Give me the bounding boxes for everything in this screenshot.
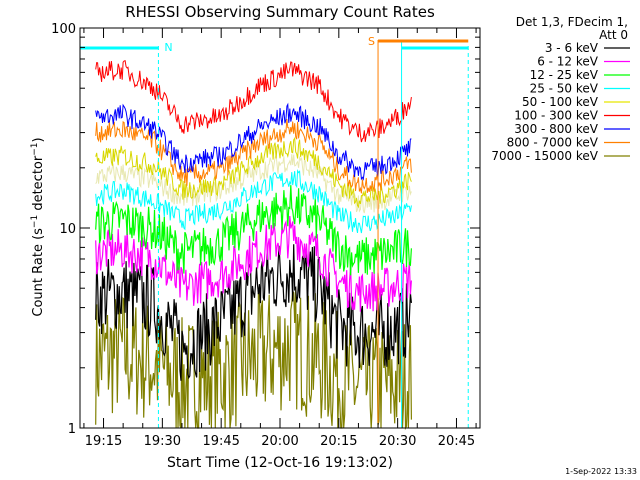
- annotation-n: N: [164, 41, 172, 54]
- axes: 19:15 19:30 19:45 20:00 20:15 20:30 20:45 1 10 10…: [51, 22, 481, 449]
- y-axis-label: Count Rate (s−1 detector−1): [30, 137, 46, 316]
- x-tick-label: 20:45: [438, 434, 475, 449]
- series-line-0: [95, 244, 412, 381]
- x-tick-label: 19:45: [202, 434, 239, 449]
- legend-label-3: 25 - 50 keV: [530, 82, 599, 96]
- y-axis-label-sup1: −1: [30, 215, 40, 228]
- series-line-6: [95, 102, 412, 181]
- series-line-4: [95, 153, 412, 214]
- detector-info-line1: Det 1,3, FDecim 1,: [516, 15, 628, 29]
- legend-label-1: 6 - 12 keV: [537, 55, 599, 69]
- legend-label-5: 100 - 300 keV: [514, 109, 598, 123]
- series-line-8: [95, 287, 412, 431]
- y-tick-label: 1: [68, 422, 76, 437]
- y-tick-label: 100: [51, 22, 76, 37]
- legend-label-6: 300 - 800 keV: [514, 122, 598, 136]
- series-line-9: [95, 136, 412, 209]
- x-tick-label: 19:15: [85, 434, 122, 449]
- y-axis-label-end: ): [31, 137, 46, 142]
- legend-label-0: 3 - 6 keV: [545, 41, 599, 55]
- chart-title: RHESSI Observing Summary Count Rates: [125, 3, 435, 21]
- annotation-s: S: [368, 35, 375, 48]
- x-tick-label: 20:30: [379, 434, 416, 449]
- y-tick-label: 10: [59, 222, 76, 237]
- series-line-1: [95, 215, 412, 312]
- series-line-3: [95, 169, 412, 234]
- x-axis-label: Start Time (12-Oct-16 19:13:02): [167, 455, 393, 471]
- series-line-2: [95, 185, 412, 276]
- x-tick-label: 20:15: [320, 434, 357, 449]
- legend-label-2: 12 - 25 keV: [530, 68, 599, 82]
- y-axis-label-base: Count Rate (s: [31, 228, 46, 317]
- y-axis-label-mid: detector: [31, 155, 46, 215]
- x-tick-label: 20:00: [261, 434, 298, 449]
- legend-label-4: 50 - 100 keV: [522, 95, 599, 109]
- legend-label-7: 800 - 7000 keV: [507, 136, 599, 150]
- timestamp: 1-Sep-2022 13:33: [565, 467, 637, 476]
- series-line-7: [95, 118, 412, 194]
- x-tick-label: 19:30: [144, 434, 181, 449]
- detector-info-line2: Att 0: [599, 28, 628, 42]
- legend-label-8: 7000 - 15000 keV: [491, 149, 598, 163]
- series-line-5: [95, 60, 412, 143]
- y-axis-label-sup2: −1: [30, 142, 40, 155]
